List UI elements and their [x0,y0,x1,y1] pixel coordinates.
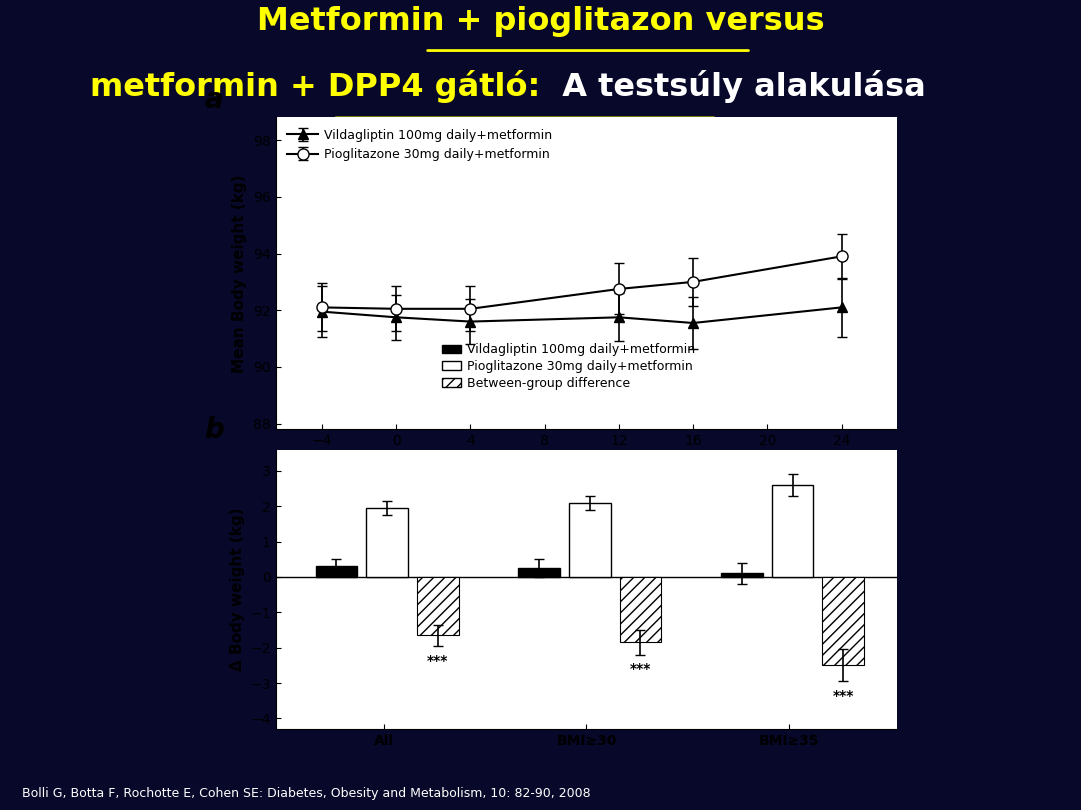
X-axis label: Time (weeks): Time (weeks) [529,454,644,469]
Bar [772,485,813,577]
Text: Metformin + pioglitazon versus: Metformin + pioglitazon versus [256,6,825,36]
Text: ***: *** [630,663,651,676]
Bar [316,566,358,577]
Text: b: b [204,416,224,444]
Text: ***: *** [832,689,854,703]
Bar [721,573,763,577]
Text: a: a [204,87,223,114]
Bar [823,577,864,665]
Bar [417,577,458,635]
Text: ***: *** [427,654,449,667]
Bar [366,508,409,577]
Legend: Vildagliptin 100mg daily+metformin, Pioglitazone 30mg daily+metformin: Vildagliptin 100mg daily+metformin, Piog… [282,124,558,166]
Text: A testsúly alakulása: A testsúly alakulása [540,70,926,103]
Text: metformin + DPP4 gátló:: metformin + DPP4 gátló: [90,70,540,103]
Bar [569,503,611,577]
Bar [518,568,560,577]
Legend: Vildagliptin 100mg daily+metformin, Pioglitazone 30mg daily+metformin, Between-g: Vildagliptin 100mg daily+metformin, Piog… [438,339,700,395]
Y-axis label: Δ Body weight (kg): Δ Body weight (kg) [230,508,244,671]
Bar [619,577,662,642]
Y-axis label: Mean Body weight (kg): Mean Body weight (kg) [232,174,248,373]
Text: Bolli G, Botta F, Rochotte E, Cohen SE: Diabetes, Obesity and Metabolism, 10: 82: Bolli G, Botta F, Rochotte E, Cohen SE: … [22,787,590,800]
